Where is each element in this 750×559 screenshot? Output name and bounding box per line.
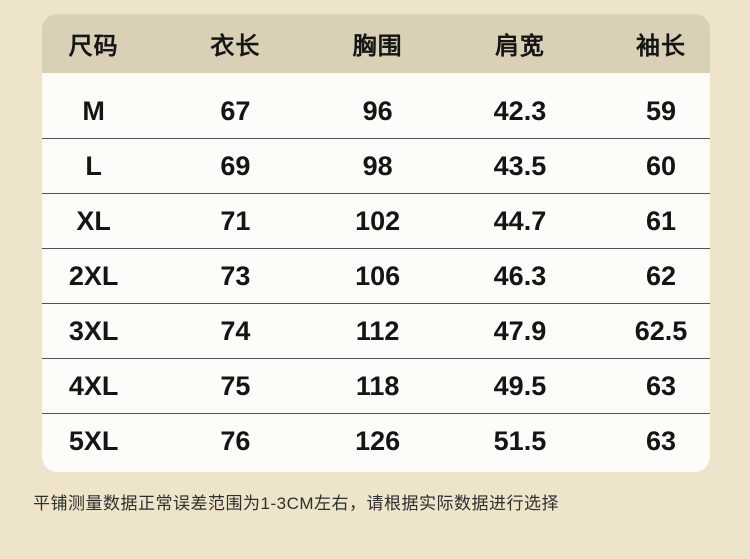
cell-shoulder: 46.3 [448, 248, 592, 304]
measurement-note: 平铺测量数据正常误差范围为1-3CM左右，请根据实际数据进行选择 [33, 494, 560, 513]
cell-shoulder: 47.9 [448, 303, 592, 359]
table-row: 3XL 74 112 47.9 62.5 [42, 303, 710, 359]
cell-size: L [42, 138, 165, 194]
size-chart-table: 尺码 衣长 胸围 肩宽 袖长 M 67 96 42.3 59 L 69 98 43.5 60 XL 7… [42, 14, 710, 472]
table-row: L 69 98 43.5 60 [42, 138, 710, 194]
cell-length: 75 [164, 358, 307, 414]
size-chart-card: 尺码 衣长 胸围 肩宽 袖长 M 67 96 42.3 59 L 69 98 43.5 60 XL 7… [42, 14, 710, 472]
cell-chest: 96 [306, 73, 449, 139]
cell-chest: 98 [306, 138, 449, 194]
size-chart-header: 尺码 衣长 胸围 肩宽 袖长 [42, 14, 710, 73]
cell-chest: 102 [306, 193, 449, 249]
col-header-shoulder: 肩宽 [448, 14, 592, 73]
cell-length: 69 [164, 138, 307, 194]
cell-chest: 126 [355, 425, 401, 456]
cell-sleeve: 59 [591, 73, 710, 139]
cell-chest: 118 [306, 358, 449, 414]
cell-sleeve: 63 [591, 358, 710, 414]
cell-size: 3XL [42, 303, 165, 359]
cell-sleeve: 63 [646, 425, 677, 456]
cell-sleeve: 62.5 [591, 303, 710, 359]
table-row: 2XL 73 106 46.3 62 [42, 248, 710, 304]
cell-length: 67 [164, 73, 307, 139]
table-row: XL 71 102 44.7 61 [42, 193, 710, 249]
cell-sleeve: 62 [591, 248, 710, 304]
cell-chest: 106 [306, 248, 449, 304]
cell-size: M [42, 73, 165, 139]
header-row: 尺码 衣长 胸围 肩宽 袖长 [42, 14, 710, 73]
cell-length: 71 [164, 193, 307, 249]
table-row: 4XL 75 118 49.5 63 [42, 358, 710, 414]
table-row: M 67 96 42.3 59 [42, 73, 710, 139]
cell-length: 76 [220, 425, 251, 456]
cell-shoulder: 49.5 [448, 358, 592, 414]
cell-size: XL [42, 193, 165, 249]
cell-chest: 112 [306, 303, 449, 359]
cell-shoulder: 51.5 [493, 425, 547, 456]
cell-length: 74 [164, 303, 307, 359]
col-header-chest: 胸围 [306, 14, 449, 73]
table-row: 5XL 76 126 51.5 63 [42, 414, 710, 473]
col-header-sleeve: 袖长 [591, 14, 710, 73]
cell-size: 4XL [42, 358, 165, 414]
cell-shoulder: 44.7 [448, 193, 592, 249]
col-header-size: 尺码 [42, 14, 165, 73]
cell-length: 73 [164, 248, 307, 304]
cell-shoulder: 43.5 [448, 138, 592, 194]
cell-size: 2XL [42, 248, 165, 304]
cell-sleeve: 61 [591, 193, 710, 249]
size-chart-rows: M 67 96 42.3 59 L 69 98 43.5 60 XL 71 102 44.7 61 2XL 73… [42, 73, 710, 472]
cell-size: 5XL [68, 425, 119, 456]
cell-sleeve: 60 [591, 138, 710, 194]
col-header-length: 衣长 [164, 14, 307, 73]
cell-shoulder: 42.3 [448, 73, 592, 139]
